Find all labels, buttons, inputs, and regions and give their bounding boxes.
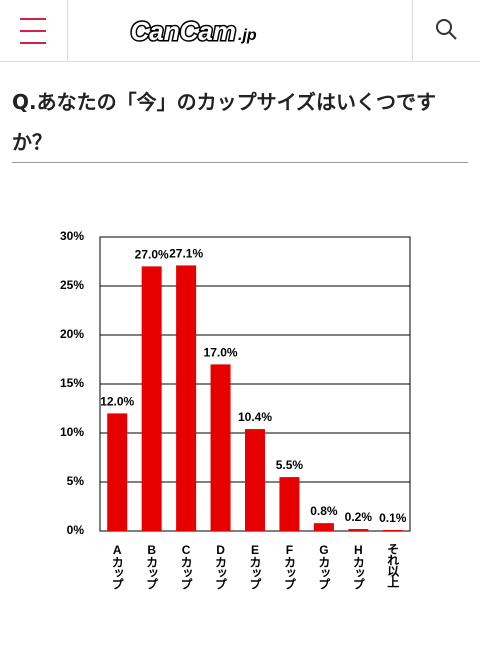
menu-button[interactable] bbox=[20, 18, 46, 44]
y-tick-label: 25% bbox=[60, 278, 84, 292]
logo-text: CanCam bbox=[131, 16, 236, 46]
value-label: 27.0% bbox=[135, 247, 169, 261]
bar bbox=[107, 413, 128, 531]
value-label: 10.4% bbox=[238, 410, 272, 424]
search-button[interactable] bbox=[436, 19, 457, 40]
x-tick-label: Bカップ bbox=[145, 543, 159, 590]
y-tick-label: 30% bbox=[60, 229, 84, 243]
y-tick-label: 5% bbox=[67, 474, 85, 488]
x-tick-label: Aカップ bbox=[110, 543, 124, 590]
value-label: 27.1% bbox=[169, 246, 203, 260]
value-label: 5.5% bbox=[276, 458, 304, 472]
x-tick-label: Fカップ bbox=[282, 543, 296, 590]
bar bbox=[313, 523, 334, 531]
x-tick-label: Eカップ bbox=[248, 543, 262, 590]
divider bbox=[12, 162, 468, 163]
x-tick-label: それ以上 bbox=[386, 543, 400, 588]
value-label: 12.0% bbox=[100, 394, 134, 408]
y-tick-label: 20% bbox=[60, 327, 84, 341]
chart: 0% 5% 10% 15% 20% 25% 30% 12.0% Aカップ 27.0% Bカップ 27.… bbox=[60, 229, 411, 590]
x-tick-label: Hカップ bbox=[351, 543, 365, 590]
header-bar: CanCam .jp bbox=[20, 0, 457, 62]
x-tick-label: Cカップ bbox=[179, 543, 193, 590]
bar bbox=[210, 364, 231, 531]
value-label: 0.2% bbox=[345, 510, 373, 524]
y-tick-label: 15% bbox=[60, 376, 84, 390]
bar bbox=[245, 429, 265, 531]
value-label: 0.1% bbox=[379, 511, 407, 525]
bar bbox=[279, 477, 300, 531]
x-tick-label: Dカップ bbox=[214, 543, 228, 590]
header: CanCam .jp bbox=[0, 0, 480, 62]
bar bbox=[382, 530, 403, 531]
value-label: 0.8% bbox=[310, 504, 338, 518]
bar bbox=[141, 266, 162, 531]
y-tick-label: 0% bbox=[67, 523, 85, 537]
value-label: 17.0% bbox=[204, 345, 238, 359]
bar bbox=[348, 529, 369, 531]
x-tick-label: Gカップ bbox=[317, 543, 331, 590]
logo[interactable]: CanCam .jp bbox=[129, 15, 257, 48]
logo-suffix: .jp bbox=[238, 27, 257, 44]
question: Q.あなたの「今」のカップサイズはいくつですか？ bbox=[12, 90, 436, 154]
y-tick-label: 10% bbox=[60, 425, 84, 439]
bar bbox=[176, 265, 197, 531]
